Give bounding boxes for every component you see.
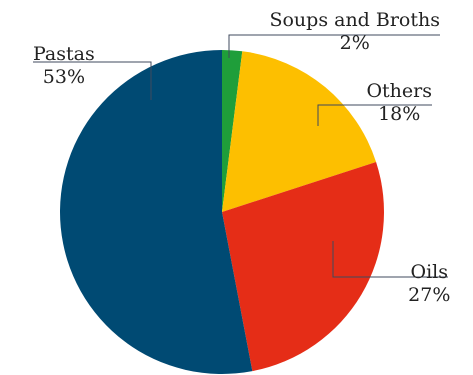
leader-lines [33,34,448,278]
slice-value-pastas: 53% [43,66,85,88]
pie-slice-oils [222,161,384,372]
pie-slice-others [222,51,377,212]
slice-value-others: 18% [378,103,420,125]
slice-label-pastas: Pastas [33,43,95,65]
pie-slice-soups-and-broths [222,50,243,212]
pie-slices [60,50,384,374]
slice-label-others: Others [366,80,432,102]
slice-value-oils: 27% [408,284,450,306]
leader-line-soups-and-broths [228,34,440,58]
leader-line-others [317,104,432,126]
slice-label-oils: Oils [411,261,448,283]
leader-line-pastas [33,61,152,100]
slice-label-soups-and-broths: Soups and Broths [269,9,440,31]
leader-line-oils [332,241,448,278]
pie-slice-pastas [60,50,253,374]
slice-value-soups-and-broths: 2% [340,32,370,54]
